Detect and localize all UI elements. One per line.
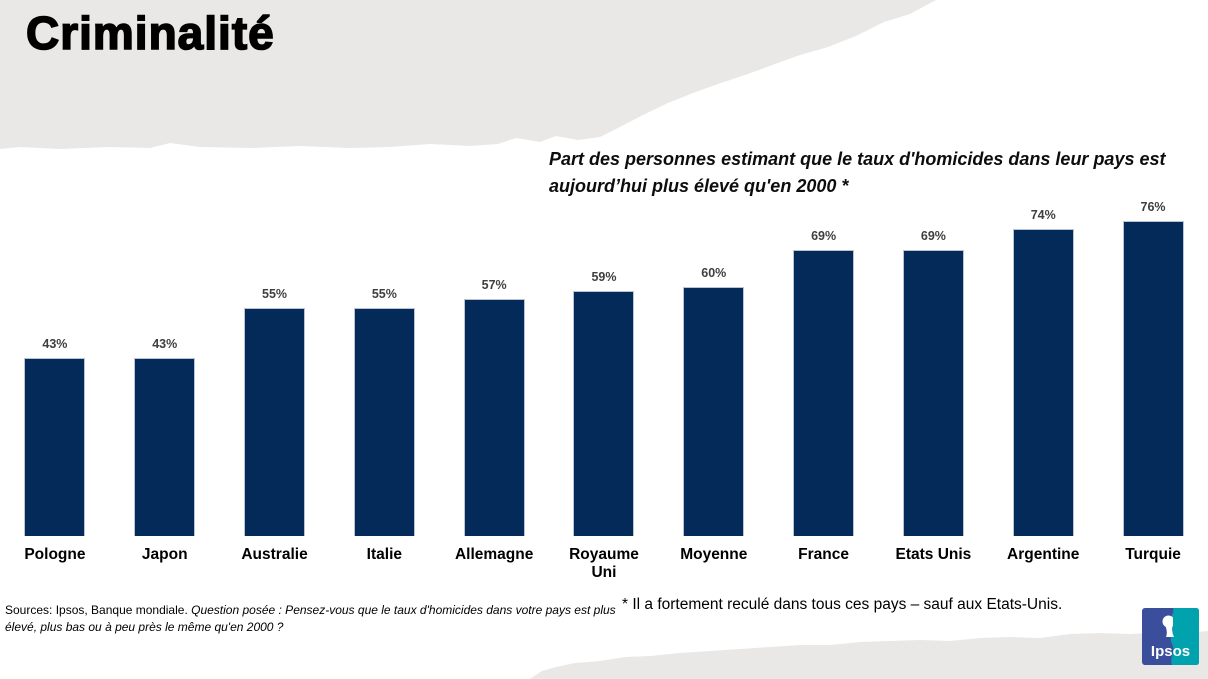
bar-value-label: 43% bbox=[152, 337, 178, 351]
bar-column: 60% bbox=[659, 200, 769, 536]
category-row: Pologne Japon Australie Italie Allemagne Roya… bbox=[0, 546, 1208, 582]
bar-column: 55% bbox=[329, 200, 439, 536]
category-label: Argentine bbox=[1007, 546, 1080, 563]
bar bbox=[353, 308, 415, 536]
bar-value-label: 74% bbox=[1030, 208, 1056, 222]
page-title: Criminalité bbox=[25, 6, 275, 60]
bar-value-label: 55% bbox=[371, 287, 397, 301]
category-label: Italie bbox=[366, 546, 402, 563]
bar bbox=[24, 358, 86, 536]
bar-value-label: 60% bbox=[701, 266, 727, 280]
bar-column: 55% bbox=[220, 200, 330, 536]
ipsos-logo-text: Ipsos bbox=[1151, 643, 1190, 660]
bar-value-label: 57% bbox=[481, 278, 507, 292]
bar-column: 57% bbox=[439, 200, 549, 536]
bar-chart: 43% 43% 55% 55% 57% 59% 60% 69% 69% 74% 76% bbox=[0, 200, 1208, 536]
bar bbox=[463, 299, 525, 536]
category-label: Royaume Uni bbox=[569, 546, 639, 581]
sources-prefix: Sources: Ipsos, Banque mondiale. bbox=[5, 603, 192, 617]
bar-column: 74% bbox=[988, 200, 1098, 536]
category-label: France bbox=[798, 546, 850, 563]
bar-value-label: 55% bbox=[262, 287, 288, 301]
category-label: Turquie bbox=[1125, 546, 1181, 563]
bar bbox=[573, 291, 635, 536]
bar-value-label: 69% bbox=[811, 229, 837, 243]
torn-paper-bottom-shape bbox=[530, 631, 1208, 679]
bar-column: 43% bbox=[110, 200, 220, 536]
bar-value-label: 59% bbox=[591, 270, 617, 284]
bar-value-label: 69% bbox=[920, 229, 946, 243]
bar-value-label: 76% bbox=[1140, 200, 1166, 214]
category-label: Etats Unis bbox=[895, 546, 972, 563]
bar-value-label: 43% bbox=[42, 337, 68, 351]
bar-column: 59% bbox=[549, 200, 659, 536]
bar bbox=[902, 250, 964, 536]
bar bbox=[244, 308, 306, 536]
bar bbox=[1012, 229, 1074, 536]
bar-column: 69% bbox=[879, 200, 989, 536]
sources-question: Question posée : Pensez-vous que le taux… bbox=[5, 603, 616, 635]
category-label: Moyenne bbox=[680, 546, 748, 563]
ipsos-logo-silhouette-head bbox=[1162, 615, 1175, 628]
ipsos-logo-silhouette-profile bbox=[1173, 616, 1177, 627]
bar-column: 43% bbox=[0, 200, 110, 536]
category-label: Japon bbox=[141, 546, 188, 563]
chart-title: Part des personnes estimant que le taux … bbox=[549, 149, 1166, 196]
category-label: Allemagne bbox=[454, 546, 534, 563]
bar bbox=[793, 250, 855, 536]
bar-column: 76% bbox=[1098, 200, 1208, 536]
category-label: Pologne bbox=[24, 546, 86, 563]
category-label: Australie bbox=[241, 546, 308, 563]
bar bbox=[1122, 221, 1184, 536]
sources-note: Sources: Ipsos, Banque mondiale. Questio… bbox=[5, 602, 617, 637]
bar bbox=[134, 358, 196, 536]
bar bbox=[683, 287, 745, 536]
bar-column: 69% bbox=[769, 200, 879, 536]
ipsos-logo: Ipsos bbox=[1142, 608, 1199, 665]
footnote: * Il a fortement reculé dans tous ces pa… bbox=[622, 596, 1063, 613]
